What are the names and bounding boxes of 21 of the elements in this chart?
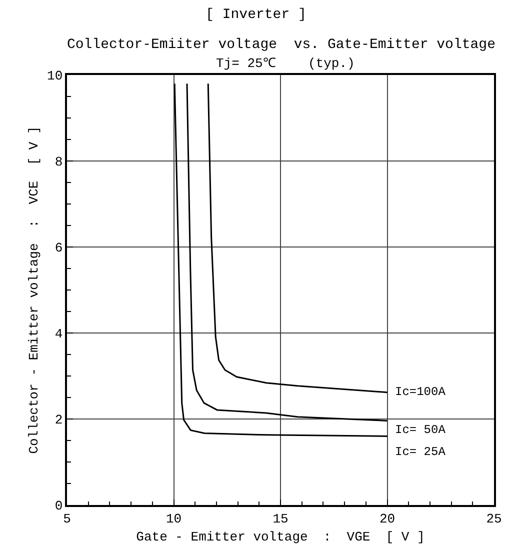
x-tick-label: 5: [63, 511, 71, 526]
text: Tj= 25℃: [216, 56, 276, 71]
y-tick-label: 10: [47, 68, 63, 84]
chart-title: [ Inverter ]: [206, 7, 306, 24]
y-tick-label: 2: [54, 412, 63, 428]
series-label: Ic= 50A: [395, 423, 446, 437]
x-tick-label: 10: [166, 511, 182, 526]
line-series: [207, 82, 388, 394]
x-tick-label: 20: [379, 511, 396, 526]
y-axis-title: Collector - Emitter voltage : VCE [ V ]: [26, 126, 42, 454]
text: (typ.): [308, 56, 355, 71]
y-tick-label: 8: [54, 154, 63, 170]
series-label: Ic=100A: [395, 385, 446, 399]
x-axis-title: Gate - Emitter voltage : VGE [ V ]: [136, 529, 425, 544]
x-tick-label: 25: [486, 511, 502, 526]
y-tick-label: 6: [54, 240, 63, 256]
chart-subtitle: Collector-Emiiter voltage vs. Gate-Emitter voltage: [67, 37, 496, 53]
series-label: Ic= 25A: [395, 445, 446, 459]
y-tick-label: 4: [54, 326, 63, 342]
y-tick-label: 0: [54, 498, 63, 514]
x-tick-label: 15: [272, 511, 288, 526]
